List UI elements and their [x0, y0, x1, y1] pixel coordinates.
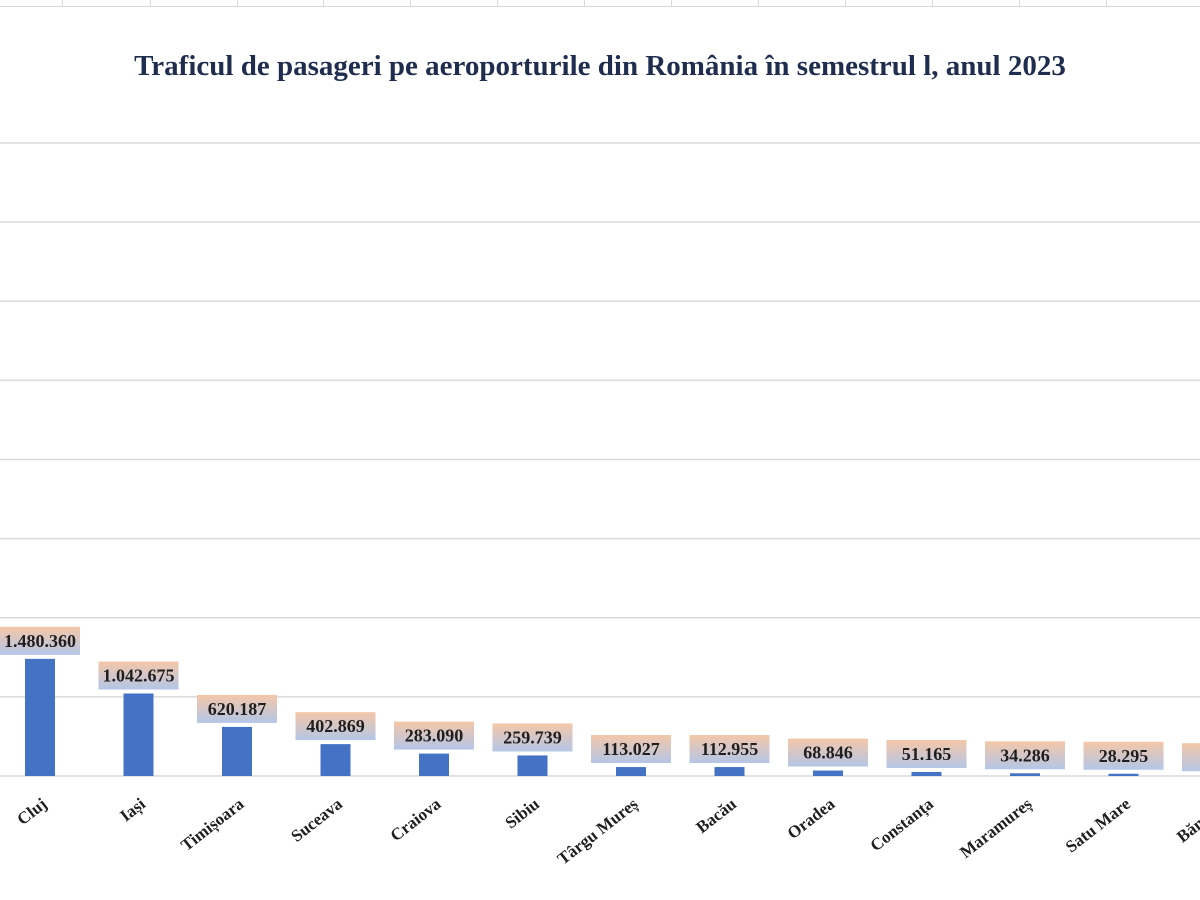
x-tick-label-8: Oradea — [784, 794, 839, 843]
bar-3 — [320, 744, 351, 776]
data-label-box — [788, 738, 868, 767]
x-tick-label-5: Sibiu — [501, 794, 542, 832]
bar-4 — [419, 753, 449, 776]
data-label-3: 402.869 — [295, 712, 376, 741]
data-label-box — [689, 735, 770, 764]
data-label-text: 28.295 — [1099, 746, 1149, 766]
data-label-box — [591, 735, 671, 764]
data-label-box — [1083, 741, 1164, 770]
data-label-text: 68.846 — [803, 743, 853, 763]
data-label-7: 112.955 — [689, 735, 770, 764]
data-label-text: 51.165 — [902, 744, 952, 764]
data-label-box — [98, 661, 179, 690]
data-label-9: 51.165 — [886, 739, 967, 768]
data-label-1: 1.042.675 — [98, 661, 179, 690]
data-label-box — [197, 694, 277, 723]
data-label-4: 283.090 — [394, 721, 474, 750]
data-label-10: 34.286 — [985, 741, 1065, 770]
x-tick-label-4: Craiova — [387, 794, 445, 845]
top-gridline-strip — [0, 0, 1200, 7]
data-label-text: 259.739 — [503, 727, 562, 747]
data-label-text: 620.187 — [208, 699, 267, 719]
bar-8 — [813, 770, 843, 776]
data-label-text: 1.480.360 — [4, 631, 76, 651]
x-tick-label-11: Satu Mare — [1062, 794, 1134, 856]
x-tick-label-2: Timișoara — [177, 794, 248, 856]
data-label-6: 113.027 — [591, 735, 671, 764]
bar-0 — [25, 658, 55, 776]
data-label-text: 402.869 — [306, 716, 365, 736]
data-label-box — [886, 739, 967, 768]
data-label-12: 1 — [1182, 743, 1200, 772]
bar-10 — [1010, 773, 1040, 776]
data-label-5: 259.739 — [492, 723, 573, 752]
x-tick-label-3: Suceava — [287, 794, 346, 846]
data-label-box — [492, 723, 573, 752]
x-tick-label-12: Băneasa — [1173, 794, 1200, 846]
data-label-box — [394, 721, 474, 750]
bar-7 — [714, 767, 745, 776]
data-label-text: 112.955 — [701, 739, 759, 759]
x-tick-label-1: Iași — [116, 794, 149, 826]
x-tick-label-10: Maramureș — [956, 794, 1036, 863]
bar-6 — [616, 767, 646, 776]
data-label-box — [295, 712, 376, 741]
data-label-text: 1.042.675 — [103, 665, 175, 685]
data-label-text: 113.027 — [602, 739, 660, 759]
bar-1 — [123, 693, 154, 776]
x-tick-label-6: Târgu Mureș — [554, 794, 643, 869]
data-label-text: 283.090 — [405, 726, 464, 746]
data-label-2: 620.187 — [197, 694, 277, 723]
data-label-11: 28.295 — [1083, 741, 1164, 770]
data-label-box — [1182, 743, 1200, 772]
data-label-box — [0, 626, 80, 655]
chart-title: Traficul de pasageri pe aeroporturile di… — [134, 50, 1066, 82]
x-tick-label-7: Bacău — [693, 794, 740, 837]
data-label-0: 1.480.360 — [0, 626, 80, 655]
data-label-box — [985, 741, 1065, 770]
x-tick-label-9: Constanța — [866, 794, 938, 856]
data-label-text: 34.286 — [1000, 745, 1050, 765]
x-tick-label-0: Cluj — [13, 794, 50, 829]
bar-11 — [1108, 773, 1139, 776]
bar-5 — [517, 755, 548, 776]
data-label-8: 68.846 — [788, 738, 868, 767]
bar-2 — [222, 726, 252, 776]
bar-9 — [911, 771, 942, 776]
